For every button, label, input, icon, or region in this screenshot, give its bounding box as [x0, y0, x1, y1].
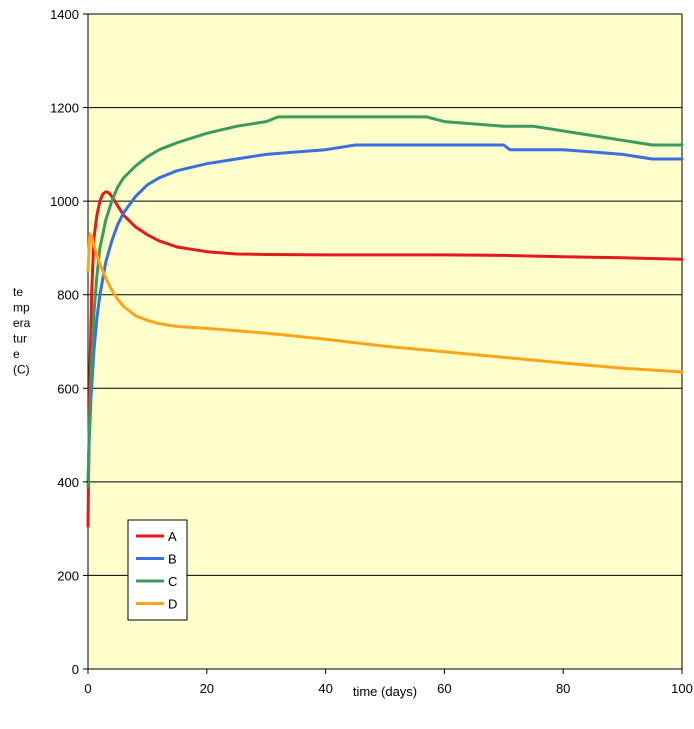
axes — [87, 14, 683, 670]
y-tick-label: 1000 — [50, 194, 79, 209]
legend-label-d: D — [168, 597, 177, 612]
series-line-d — [86, 232, 684, 374]
y-axis-label-line: e — [13, 347, 20, 361]
x-axis-label: time (days) — [353, 684, 417, 699]
series-line-b — [86, 143, 684, 484]
series-line-a — [86, 190, 684, 528]
y-tick-label: 0 — [72, 662, 79, 677]
y-axis-label-line: mp — [13, 301, 30, 315]
legend-label-c: C — [168, 574, 177, 589]
y-axis-ticks: 0 200 400 600 800 1000 1200 1400 — [50, 7, 88, 677]
y-tick-label: 200 — [57, 568, 79, 583]
legend-label-a: A — [168, 529, 177, 544]
x-tick-label: 60 — [437, 681, 451, 696]
y-axis-label-line: tur — [13, 332, 27, 346]
y-tick-label: 1400 — [50, 7, 79, 22]
x-tick-label: 100 — [671, 681, 693, 696]
series-layer — [86, 115, 684, 528]
x-axis-ticks: 0 20 40 60 80 100 — [84, 669, 693, 696]
x-tick-label: 20 — [200, 681, 214, 696]
y-tick-label: 800 — [57, 288, 79, 303]
y-tick-label: 400 — [57, 475, 79, 490]
x-tick-label: 40 — [318, 681, 332, 696]
x-tick-label: 0 — [84, 681, 91, 696]
y-tick-label: 1200 — [50, 101, 79, 116]
legend-label-b: B — [168, 552, 177, 567]
y-axis-label-line: (C) — [13, 363, 30, 377]
y-axis-label-line: era — [13, 316, 31, 330]
y-tick-label: 600 — [57, 381, 79, 396]
x-tick-label: 80 — [556, 681, 570, 696]
y-axis-label-line: te — [13, 285, 23, 299]
